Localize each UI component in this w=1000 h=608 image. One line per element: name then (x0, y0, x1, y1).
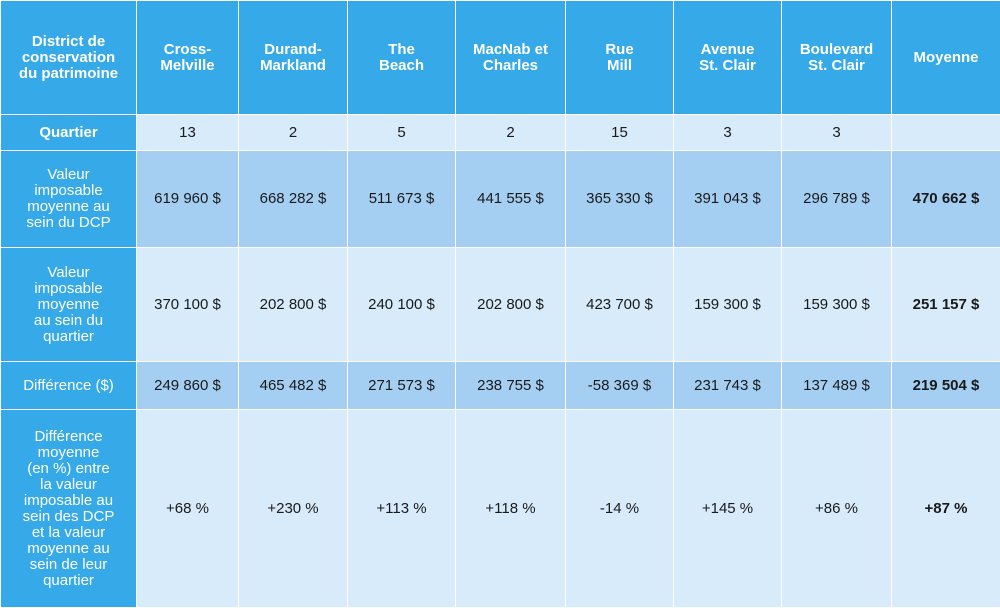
row-header-quartier: Quartier (1, 115, 137, 151)
table-cell: 423 700 $ (566, 248, 674, 362)
column-header-macnab-charles: MacNab et Charles (456, 1, 566, 115)
column-header-moyenne: Moyenne (892, 1, 1000, 115)
table-cell: 15 (566, 115, 674, 151)
table-row-valeur-dcp: Valeur imposable moyenne au sein du DCP … (1, 151, 1000, 248)
table-cell: 202 800 $ (456, 248, 566, 362)
table-cell: 159 300 $ (782, 248, 892, 362)
column-header-cross-melville: Cross- Melville (137, 1, 239, 115)
table-cell (892, 115, 1000, 151)
table-cell: 441 555 $ (456, 151, 566, 248)
table-row-valeur-quartier: Valeur imposable moyenne au sein du quar… (1, 248, 1000, 362)
table-row-quartier: Quartier 13 2 5 2 15 3 3 (1, 115, 1000, 151)
table-cell: 271 573 $ (348, 362, 456, 410)
table-cell: 13 (137, 115, 239, 151)
table-cell: -58 369 $ (566, 362, 674, 410)
table-cell: +145 % (674, 410, 782, 608)
header-corner: District de conservation du patrimoine (1, 1, 137, 115)
table-cell-average: 470 662 $ (892, 151, 1000, 248)
table-cell: 3 (782, 115, 892, 151)
table-cell: 619 960 $ (137, 151, 239, 248)
row-header-valeur-quartier: Valeur imposable moyenne au sein du quar… (1, 248, 137, 362)
header-row: District de conservation du patrimoine C… (1, 1, 1000, 115)
table-cell: 3 (674, 115, 782, 151)
table-cell: 249 860 $ (137, 362, 239, 410)
table-row-difference-percent: Différence moyenne (en %) entre la valeu… (1, 410, 1000, 608)
table-cell: +86 % (782, 410, 892, 608)
table-cell: 231 743 $ (674, 362, 782, 410)
table-cell: +113 % (348, 410, 456, 608)
table-cell: 511 673 $ (348, 151, 456, 248)
table-cell: +118 % (456, 410, 566, 608)
table-cell: 391 043 $ (674, 151, 782, 248)
table-cell: 296 789 $ (782, 151, 892, 248)
table-cell: 365 330 $ (566, 151, 674, 248)
column-header-rue-mill: Rue Mill (566, 1, 674, 115)
table-cell: 202 800 $ (239, 248, 348, 362)
table-cell: +68 % (137, 410, 239, 608)
table-cell-average: 219 504 $ (892, 362, 1000, 410)
table-cell: 238 755 $ (456, 362, 566, 410)
row-header-difference-percent: Différence moyenne (en %) entre la valeu… (1, 410, 137, 608)
table-cell: 240 100 $ (348, 248, 456, 362)
row-header-difference: Différence ($) (1, 362, 137, 410)
table-cell: 465 482 $ (239, 362, 348, 410)
column-header-avenue-st-clair: Avenue St. Clair (674, 1, 782, 115)
column-header-boulevard-st-clair: Boulevard St. Clair (782, 1, 892, 115)
table-cell: 370 100 $ (137, 248, 239, 362)
column-header-durand-markland: Durand- Markland (239, 1, 348, 115)
table-cell: 668 282 $ (239, 151, 348, 248)
table-cell: 5 (348, 115, 456, 151)
table-cell: 2 (239, 115, 348, 151)
table-cell: +230 % (239, 410, 348, 608)
table-cell-average: +87 % (892, 410, 1000, 608)
table-row-difference: Différence ($) 249 860 $ 465 482 $ 271 5… (1, 362, 1000, 410)
table-cell: -14 % (566, 410, 674, 608)
table-cell: 2 (456, 115, 566, 151)
column-header-the-beach: The Beach (348, 1, 456, 115)
table-cell-average: 251 157 $ (892, 248, 1000, 362)
row-header-valeur-dcp: Valeur imposable moyenne au sein du DCP (1, 151, 137, 248)
table-cell: 159 300 $ (674, 248, 782, 362)
table-cell: 137 489 $ (782, 362, 892, 410)
